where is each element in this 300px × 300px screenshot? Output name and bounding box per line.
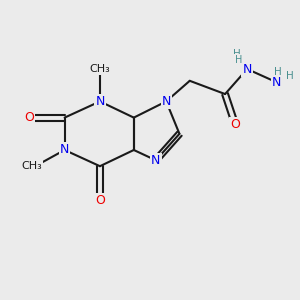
- Text: H: H: [286, 71, 294, 81]
- Text: N: N: [242, 62, 252, 76]
- Text: N: N: [95, 95, 105, 108]
- Text: CH₃: CH₃: [90, 64, 110, 74]
- Text: N: N: [151, 154, 160, 167]
- Text: N: N: [272, 76, 281, 89]
- Text: O: O: [24, 111, 34, 124]
- Text: N: N: [161, 95, 171, 108]
- Text: O: O: [230, 118, 240, 131]
- Text: CH₃: CH₃: [22, 161, 43, 171]
- Text: O: O: [95, 194, 105, 207]
- Text: N: N: [60, 143, 69, 157]
- Text: H: H: [233, 49, 241, 59]
- Text: H: H: [235, 55, 242, 65]
- Text: H: H: [274, 67, 282, 77]
